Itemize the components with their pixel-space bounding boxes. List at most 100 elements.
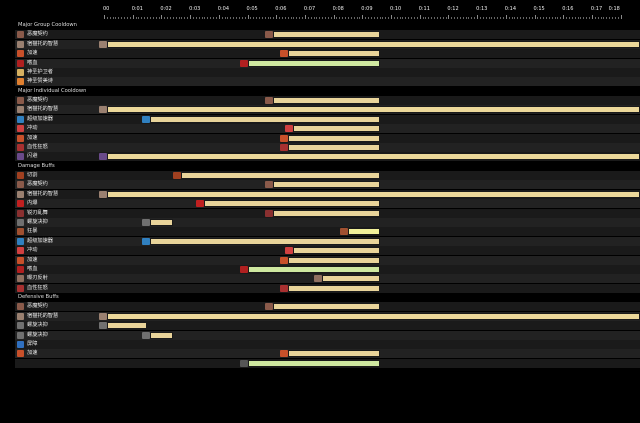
ruler-minor-tick [207, 17, 209, 19]
ruler-minor-tick [368, 17, 370, 19]
timeline-row[interactable]: 血性狂怒 [15, 283, 640, 293]
timeline-row[interactable]: 恶魔契约 [15, 96, 640, 106]
ruler-minor-tick [187, 17, 189, 19]
buff-duration-bar[interactable] [273, 31, 380, 39]
timeline-row[interactable]: 宿猫托的智慧 [15, 189, 640, 199]
buff-duration-bar[interactable] [106, 153, 640, 161]
buff-duration-bar[interactable] [287, 256, 380, 264]
ruler-tick-label: 00 [103, 6, 110, 12]
buff-duration-bar[interactable] [322, 275, 380, 283]
row-label: 超级加速器 [27, 237, 53, 244]
timeline-row[interactable]: 宿猫托的智慧 [15, 39, 640, 49]
buff-duration-bar[interactable] [287, 134, 380, 142]
row-label: 加速 [27, 50, 38, 57]
buff-duration-bar[interactable] [287, 350, 380, 358]
timeline-row[interactable]: 恶魔契约 [15, 302, 640, 312]
ruler-minor-tick [388, 17, 390, 19]
buff-duration-bar[interactable] [149, 237, 380, 245]
ruler-minor-tick [256, 17, 258, 19]
buff-duration-bar[interactable] [247, 265, 380, 273]
timeline-row[interactable]: 超级加速器 [15, 114, 640, 124]
timeline-row[interactable]: 闪避 [15, 152, 640, 162]
timeline-row[interactable]: 宿猫托的智慧 [15, 105, 640, 115]
implosion-bar-icon [196, 200, 205, 208]
timeline-row[interactable]: 恶魔契约 [15, 180, 640, 190]
section-header[interactable]: Major Group Cooldown [15, 21, 640, 30]
buff-duration-bar[interactable] [247, 59, 380, 67]
buff-duration-bar[interactable] [149, 331, 173, 339]
buff-duration-bar[interactable] [204, 200, 380, 208]
timeline-row[interactable]: 切割 [15, 171, 640, 181]
timeline-row[interactable]: 狂暴 [15, 227, 640, 237]
buff-duration-bar[interactable] [106, 312, 640, 320]
buff-duration-bar[interactable] [181, 172, 380, 180]
timeline-row[interactable]: 神圣赞美诗 [15, 77, 640, 87]
buff-duration-bar[interactable] [287, 50, 380, 58]
timeline-row[interactable]: 锐刃乱舞 [15, 208, 640, 218]
ruler-minor-tick [434, 17, 436, 19]
buff-duration-bar[interactable] [247, 359, 380, 367]
timeline-row[interactable]: 恶魔契约 [15, 30, 640, 40]
buff-duration-bar[interactable] [106, 40, 640, 48]
ruler-minor-tick [147, 17, 149, 19]
buff-duration-bar[interactable] [149, 115, 380, 123]
ruler-minor-tick [299, 17, 301, 19]
ruler-minor-tick [583, 17, 585, 19]
ruler-minor-tick [233, 17, 235, 19]
buff-duration-bar[interactable] [273, 303, 380, 311]
ruler-minor-tick [525, 17, 527, 19]
timeline-row[interactable]: 曝刃反射 [15, 274, 640, 284]
timeline-row[interactable]: 神圣护卫者 [15, 67, 640, 77]
row-label: 屏障 [27, 340, 38, 347]
demon-pact-icon [17, 181, 24, 189]
timeline-row[interactable]: 冲动 [15, 246, 640, 256]
ruler-minor-tick [514, 17, 516, 19]
buff-duration-bar[interactable] [347, 228, 380, 236]
timeline-row[interactable] [15, 358, 640, 368]
buff-duration-bar[interactable] [287, 143, 380, 151]
timeline-row[interactable]: 嗜血 [15, 264, 640, 274]
buff-duration-bar[interactable] [273, 209, 380, 217]
buff-duration-bar[interactable] [273, 97, 380, 105]
ruler-minor-tick [600, 17, 602, 19]
buff-duration-bar[interactable] [293, 247, 380, 255]
timeline-row[interactable]: 螺旋决抑 [15, 330, 640, 340]
timeline-row[interactable]: 加速 [15, 255, 640, 265]
spiral-bar-icon [141, 331, 150, 339]
timeline-row[interactable]: 冲动 [15, 124, 640, 134]
timeline-row[interactable]: 超级加速器 [15, 236, 640, 246]
ruler-tick [419, 15, 421, 19]
section-header[interactable]: Damage Buffs [15, 161, 640, 171]
buff-duration-bar[interactable] [106, 106, 640, 114]
timeline-row[interactable]: 嗜血 [15, 58, 640, 68]
blood-fury-icon [17, 284, 24, 292]
timeline-row[interactable]: 宿猫托的智慧 [15, 311, 640, 321]
timeline-row[interactable]: 螺旋决抑 [15, 321, 640, 331]
ruler-minor-tick [296, 17, 298, 19]
buff-duration-bar[interactable] [106, 190, 640, 198]
timeline-row[interactable]: 加速 [15, 49, 640, 59]
buff-duration-bar[interactable] [287, 284, 380, 292]
ruler-minor-tick [408, 17, 410, 19]
timeline-row[interactable]: 血性狂怒 [15, 142, 640, 152]
row-label: 狂暴 [27, 228, 38, 235]
buff-duration-bar[interactable] [273, 181, 380, 189]
section-header[interactable]: Major Individual Cooldown [15, 86, 640, 96]
timeline-row[interactable]: 内爆 [15, 199, 640, 209]
timeline-row[interactable]: 加速 [15, 133, 640, 143]
ruler-minor-tick [170, 17, 171, 19]
row-label: 宿猫托的智慧 [27, 312, 59, 319]
ruler-minor-tick [181, 17, 183, 19]
row-label: 冲动 [27, 247, 38, 254]
timeline-row[interactable]: 加速 [15, 349, 640, 359]
ruler-minor-tick [155, 17, 157, 19]
section-header[interactable]: Defensive Buffs [15, 293, 640, 303]
buff-duration-bar[interactable] [293, 125, 380, 133]
spiral-icon [17, 331, 24, 339]
buff-duration-bar[interactable] [106, 322, 148, 330]
buff-duration-bar[interactable] [149, 218, 173, 226]
timeline-row[interactable]: 螺旋决抑 [15, 217, 640, 227]
timeline-row[interactable]: 屏障 [15, 339, 640, 349]
ruler-tick-label: 0:04 [217, 6, 230, 12]
